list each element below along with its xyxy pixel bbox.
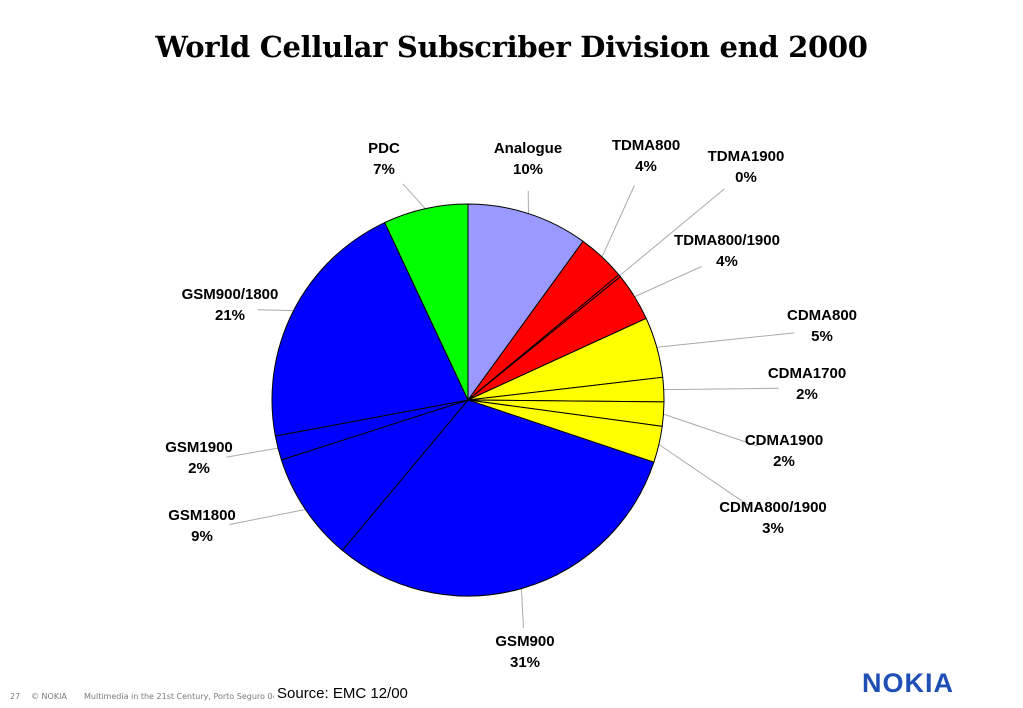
slice-label-name: CDMA800/1900	[719, 499, 827, 516]
slice-label-name: CDMA1900	[745, 432, 823, 449]
slice-label-name: GSM1800	[168, 507, 236, 524]
slice-label: TDMA1900 0%	[708, 148, 785, 186]
leader-line	[634, 266, 702, 298]
slice-label: TDMA800 4%	[612, 137, 680, 175]
slice-label-value: 4%	[635, 158, 657, 175]
nokia-logo: NOKIA	[862, 668, 954, 698]
slice-label: CDMA1900 2%	[745, 432, 823, 470]
slice-gsm1800	[280, 398, 470, 552]
slice-label-name: CDMA1700	[768, 365, 846, 382]
page-number: 27	[10, 692, 21, 701]
slice-label: CDMA800/1900 3%	[719, 499, 827, 537]
slice-label: PDC 7%	[368, 140, 400, 178]
leader-line	[226, 447, 279, 458]
leader-line	[520, 588, 524, 629]
slice-label-value: 3%	[762, 520, 784, 537]
leader-line	[257, 309, 294, 312]
slice-label: CDMA1700 2%	[768, 365, 846, 403]
footer: 27 © NOKIA Multimedia in the 21st Centur…	[0, 688, 1023, 706]
slice-label-value: 7%	[373, 161, 395, 178]
slice-label: Analogue 10%	[494, 140, 562, 178]
slice-label-name: TDMA1900	[708, 148, 785, 165]
slice-label: CDMA800 5%	[787, 307, 857, 345]
slice-label-value: 2%	[796, 386, 818, 403]
slice-label: GSM900 31%	[495, 633, 554, 671]
slice-label-value: 9%	[191, 528, 213, 545]
leader-line	[656, 332, 795, 348]
slice-label-value: 2%	[773, 453, 795, 470]
slice-pdc	[384, 203, 469, 401]
slice-label-name: PDC	[368, 140, 400, 157]
slice-label-name: GSM900	[495, 633, 554, 650]
slice-label-name: CDMA800	[787, 307, 857, 324]
slice-label-value: 31%	[510, 654, 540, 671]
leader-line	[663, 413, 758, 447]
slice-analogue	[467, 203, 584, 402]
slice-label: TDMA800/1900 4%	[674, 232, 780, 270]
slice-label: GSM1800 9%	[168, 507, 236, 545]
slice-label-name: GSM900/1800	[182, 286, 279, 303]
slice-gsm900-1800	[271, 221, 469, 437]
leader-line	[402, 183, 426, 210]
leader-line	[229, 509, 306, 525]
slice-gsm900	[341, 399, 655, 597]
slice-label-value: 4%	[716, 253, 738, 270]
leader-lines	[226, 183, 795, 629]
leader-line	[619, 188, 725, 277]
slice-label-value: 21%	[215, 307, 245, 324]
slice-label-name: TDMA800	[612, 137, 680, 154]
slice-label-value: 10%	[513, 161, 543, 178]
slice-label: GSM1900 2%	[165, 439, 233, 477]
leader-line	[601, 185, 635, 258]
footer-text: Multimedia in the 21st Century, Porto Se…	[84, 692, 274, 701]
slice-label-name: GSM1900	[165, 439, 233, 456]
slice-label-value: 5%	[811, 328, 833, 345]
leader-line	[663, 387, 780, 391]
slice-label-name: Analogue	[494, 140, 562, 157]
slide-title: World Cellular Subscriber Division end 2…	[155, 30, 868, 64]
pie-slices	[271, 203, 665, 597]
slice-label-name: TDMA800/1900	[674, 232, 780, 249]
slice-labels: Analogue 10% TDMA800 4% TDMA1900 0% TDMA800/19…	[165, 137, 857, 671]
slice-label: GSM900/1800 21%	[182, 286, 279, 324]
leader-line	[658, 444, 751, 507]
copyright: © NOKIA	[31, 692, 67, 701]
slice-label-value: 0%	[735, 169, 757, 186]
source-note: Source: EMC 12/00	[277, 685, 408, 702]
slice-label-value: 2%	[188, 460, 210, 477]
